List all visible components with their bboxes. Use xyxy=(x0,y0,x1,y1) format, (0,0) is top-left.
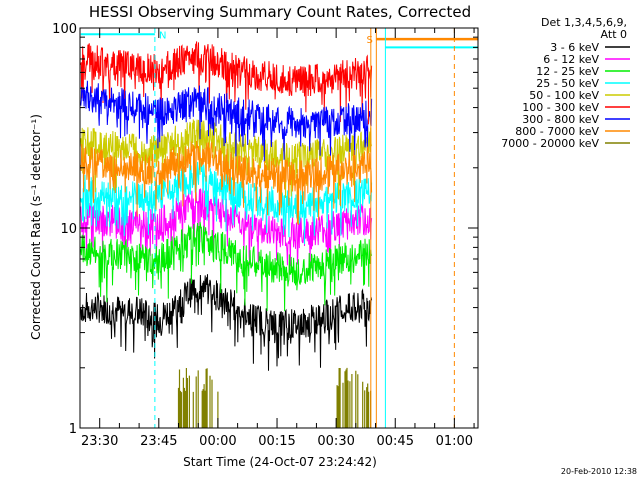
series-8 xyxy=(177,367,372,428)
x-axis-label: Start Time (24-Oct-07 23:24:42) xyxy=(183,455,377,469)
y-axis-label: Corrected Count Rate (s⁻¹ detector⁻¹) xyxy=(29,114,43,340)
series-line-3 xyxy=(80,161,373,245)
series-line-0 xyxy=(80,274,373,371)
series-line-6 xyxy=(80,80,373,162)
y-tick-label-0: 1 xyxy=(69,422,77,437)
legend-entry-0: 3 - 6 keV xyxy=(550,41,599,54)
series-line-4 xyxy=(80,119,373,200)
axes: 1 10 100 23:30 23:45 00:00 00:15 00:30 00:45 01:0… xyxy=(52,22,479,449)
y-tick-label-2: 100 xyxy=(52,22,77,37)
x-tick-label-2: 00:00 xyxy=(199,434,236,449)
legend-entry-5: 100 - 300 keV xyxy=(522,101,599,114)
legend-entry-2: 12 - 25 keV xyxy=(536,65,599,78)
legend-header-1: Att 0 xyxy=(601,28,627,41)
legend-entry-8: 7000 - 20000 keV xyxy=(501,137,599,150)
series-6 xyxy=(80,80,373,162)
legend-header-0: Det 1,3,4,5,6,9, xyxy=(541,16,627,29)
x-tick-label-3: 00:15 xyxy=(258,434,295,449)
series-3 xyxy=(80,161,373,245)
legend-entry-3: 25 - 50 keV xyxy=(536,77,599,90)
series-4 xyxy=(80,119,373,200)
series-line-5 xyxy=(80,41,373,123)
series-line-2 xyxy=(80,221,373,312)
y-tick-label-1: 10 xyxy=(60,222,77,237)
series-7 xyxy=(80,140,373,226)
series-5 xyxy=(80,41,373,123)
chart-title: HESSI Observing Summary Count Rates, Cor… xyxy=(89,3,471,21)
x-tick-label-5: 00:45 xyxy=(377,434,414,449)
series-2 xyxy=(80,221,373,312)
series-line-7 xyxy=(80,140,373,226)
series-7000-20000-kev-cluster-1 xyxy=(336,367,372,428)
legend-entry-4: 50 - 100 keV xyxy=(529,89,599,102)
x-tick-label-4: 00:30 xyxy=(317,434,354,449)
series-0 xyxy=(80,274,373,371)
x-tick-label-6: 01:00 xyxy=(436,434,473,449)
legend-entry-6: 300 - 800 keV xyxy=(522,113,599,126)
x-tick-label-0: 23:30 xyxy=(81,434,118,449)
legend-entry-1: 6 - 12 keV xyxy=(543,53,599,66)
annotation-1: S xyxy=(366,35,372,46)
x-tick-label-1: 23:45 xyxy=(140,434,177,449)
annotation-0: N xyxy=(159,30,166,41)
footer-date: 20-Feb-2010 12:38 xyxy=(561,467,637,476)
legend-entry-7: 800 - 7000 keV xyxy=(515,125,599,138)
series-7000-20000-kev-cluster-0 xyxy=(177,368,219,428)
